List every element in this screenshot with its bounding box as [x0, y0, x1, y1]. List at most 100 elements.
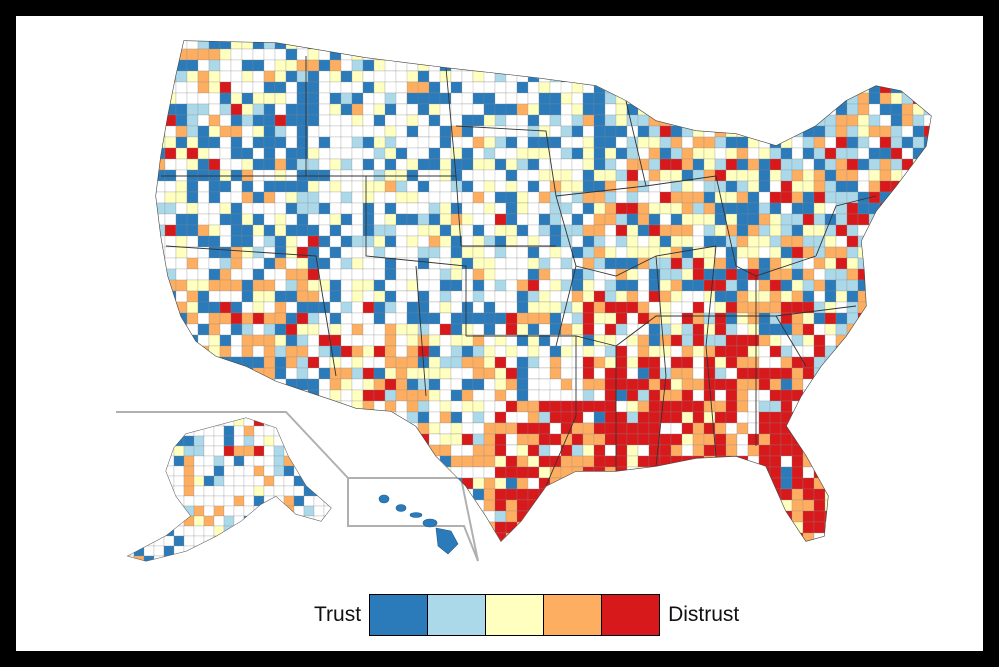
county-cell [615, 257, 628, 270]
county-cell [714, 422, 727, 435]
county-cell [274, 521, 287, 534]
county-cell [813, 268, 826, 281]
county-cell [681, 301, 694, 314]
county-cell [395, 158, 408, 171]
county-cell [769, 158, 782, 171]
county-cell [714, 367, 727, 380]
county-cell [571, 224, 584, 237]
county-cell [252, 301, 265, 314]
county-cell [384, 268, 397, 281]
county-cell [428, 191, 441, 204]
county-cell [241, 180, 254, 193]
county-cell [835, 191, 848, 204]
county-cell [329, 125, 342, 138]
hawaii-island-maui [422, 518, 438, 528]
county-cell [813, 48, 826, 61]
county-cell [593, 499, 617, 512]
county-cell [912, 48, 925, 61]
county-cell [714, 180, 727, 193]
county-cell [615, 125, 628, 138]
county-cell [186, 169, 199, 182]
county-cell [648, 312, 661, 325]
county-cell [824, 59, 837, 72]
county-cell [318, 202, 331, 215]
county-cell [329, 334, 342, 347]
county-cell [935, 181, 946, 192]
county-cell [935, 192, 946, 203]
county-cell [351, 455, 364, 468]
county-cell [659, 224, 672, 237]
county-cell [736, 41, 749, 50]
county-cell [173, 515, 185, 527]
county-cell [197, 268, 210, 281]
county-cell [615, 202, 628, 215]
county-cell [164, 70, 177, 83]
county-cell [879, 532, 892, 541]
county-cell [428, 334, 441, 347]
county-cell [219, 334, 232, 347]
county-cell [318, 41, 331, 50]
county-cell [241, 191, 254, 204]
county-cell [879, 224, 892, 237]
county-cell [329, 488, 342, 501]
county-cell [703, 323, 716, 336]
county-cell [175, 180, 188, 193]
county-cell [604, 158, 617, 171]
county-cell [223, 495, 235, 507]
county-cell [901, 81, 914, 94]
county-cell [857, 279, 870, 292]
county-cell [582, 180, 595, 193]
county-cell [681, 202, 694, 215]
county-cell [472, 444, 485, 457]
county-cell [164, 103, 177, 116]
county-cell [780, 499, 793, 512]
county-cell [714, 378, 727, 391]
county-cell [659, 301, 672, 314]
county-cell [923, 213, 931, 226]
county-cell [935, 511, 946, 522]
county-cell [186, 180, 199, 193]
county-cell [758, 103, 771, 116]
county-cell [758, 510, 771, 523]
county-cell [128, 485, 135, 497]
county-cell [307, 81, 320, 94]
county-cell [230, 70, 243, 83]
county-cell [846, 378, 859, 391]
county-cell [263, 279, 276, 292]
county-cell [659, 136, 672, 149]
county-cell [670, 59, 683, 72]
county-cell [439, 378, 452, 391]
county-cell [274, 224, 287, 237]
county-cell [351, 268, 364, 281]
county-cell [186, 125, 199, 138]
county-cell [329, 422, 342, 435]
county-cell [879, 158, 892, 171]
county-cell [164, 334, 177, 347]
county-cell [637, 378, 650, 391]
county-cell [340, 389, 353, 402]
county-cell [582, 59, 606, 72]
county-cell [395, 444, 408, 457]
county-cell [835, 400, 848, 413]
county-cell [223, 455, 235, 467]
county-cell [802, 367, 815, 380]
county-cell [461, 433, 474, 446]
county-cell [879, 477, 892, 490]
us-county-map [116, 40, 946, 562]
county-cell [692, 444, 705, 457]
county-cell [163, 535, 175, 547]
county-cell [208, 92, 221, 105]
county-cell [681, 422, 694, 435]
county-cell [714, 400, 727, 413]
county-cell [923, 301, 931, 314]
county-cell [351, 367, 364, 380]
county-cell [868, 147, 881, 160]
county-cell [428, 367, 441, 380]
county-cell [736, 191, 749, 204]
county-cell [329, 114, 342, 127]
county-cell [560, 246, 573, 259]
county-cell [318, 532, 331, 541]
county-cell [439, 41, 463, 50]
county-cell [637, 466, 650, 479]
county-cell [824, 92, 837, 105]
